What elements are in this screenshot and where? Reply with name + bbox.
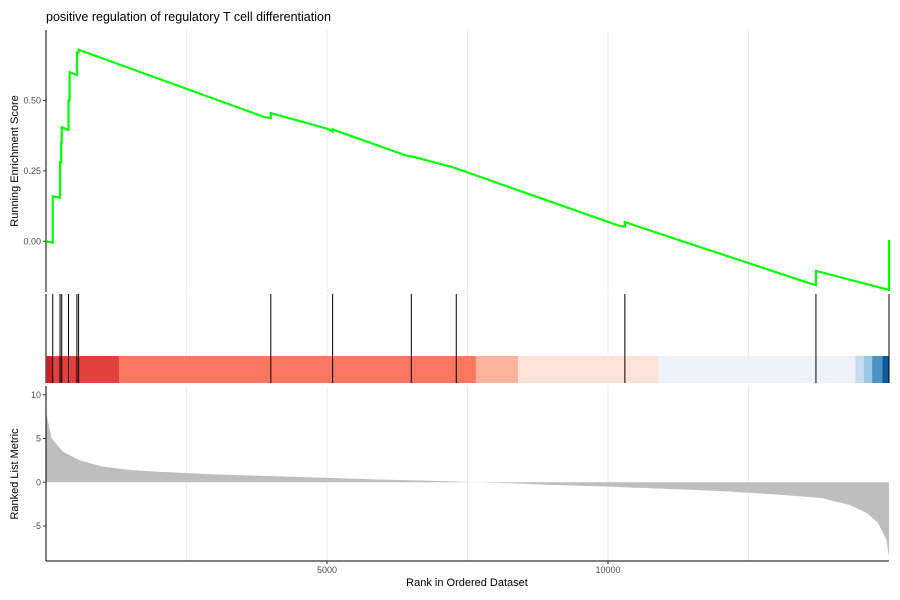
color-band-segment [855, 356, 864, 383]
running-score-ylabel: Running Enrichment Score [9, 95, 21, 226]
y-tick-label: 0.50 [23, 95, 41, 105]
y-tick-label: 5 [36, 434, 41, 444]
ranked-metric-ylabel: Ranked List Metric [9, 428, 21, 520]
ranked-metric-panel: 10 5 0 -5 5000 10000 Ranked List Metric Rank… [9, 386, 889, 589]
hits-panel [45, 294, 890, 383]
chart-title: positive regulation of regulatory T cell… [46, 10, 331, 24]
ranked-metric-y-ticks: 10 5 0 -5 [31, 390, 46, 531]
x-tick-label: 5000 [317, 565, 337, 575]
running-score-line [45, 48, 891, 292]
y-tick-label: 0 [36, 477, 41, 487]
color-band-segment [475, 356, 519, 383]
hit-marks [52, 294, 890, 383]
color-band-segment [872, 356, 883, 383]
running-score-gridlines [186, 30, 749, 292]
x-axis-label: Rank in Ordered Dataset [406, 577, 528, 589]
ranked-metric-area [46, 412, 889, 557]
running-score-panel: 0.00 0.25 0.50 Running Enrichment Score [9, 30, 891, 292]
color-band-segment [863, 356, 873, 383]
y-tick-label: 10 [31, 390, 41, 400]
x-tick-label: 10000 [595, 565, 620, 575]
color-band-segment [53, 356, 120, 383]
color-band-segment [882, 356, 889, 383]
color-band-segment [518, 356, 659, 383]
color-band [46, 356, 889, 383]
color-band-segment [658, 356, 856, 383]
x-ticks: 5000 10000 [317, 561, 621, 575]
y-tick-label: 0.00 [23, 236, 41, 246]
color-band-segment [119, 356, 476, 383]
y-tick-label: -5 [33, 521, 41, 531]
running-score-y-ticks: 0.00 0.25 0.50 [23, 95, 46, 246]
ranked-metric-gridlines [186, 386, 749, 561]
color-band-segment [46, 356, 54, 383]
y-tick-label: 0.25 [23, 166, 41, 176]
